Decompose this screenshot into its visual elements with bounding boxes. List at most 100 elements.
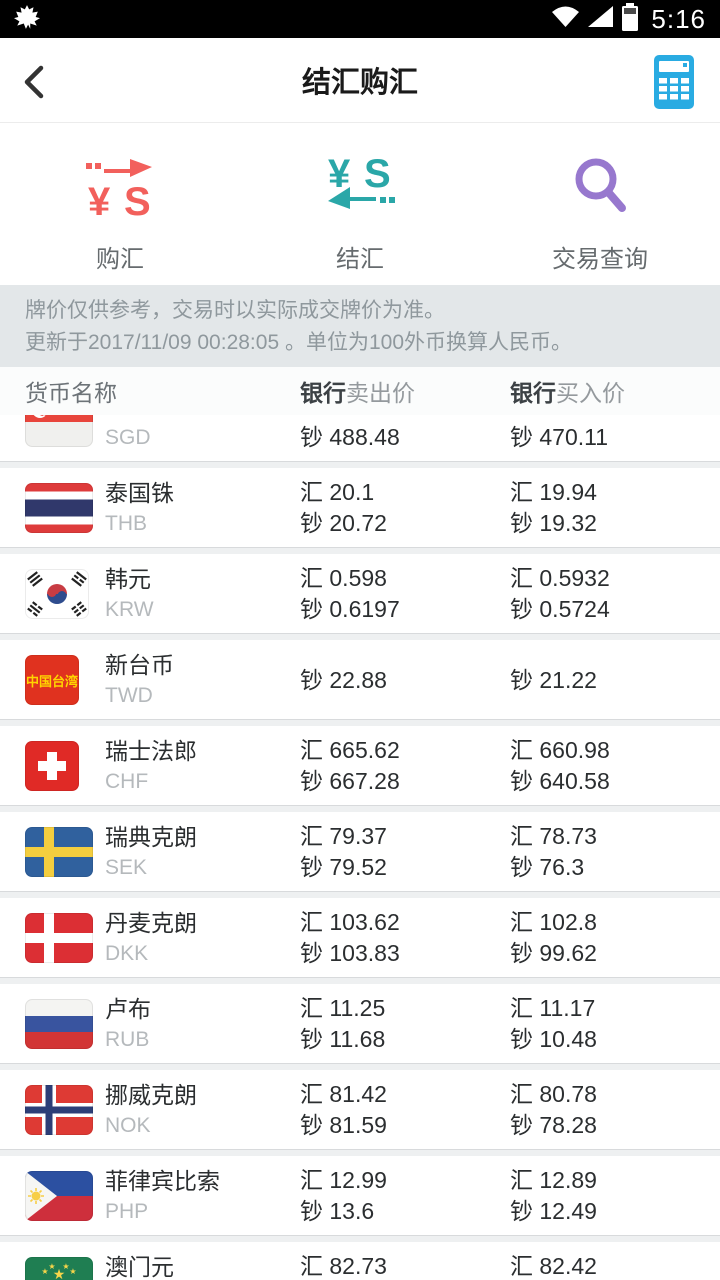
currency-code: NOK bbox=[105, 1114, 151, 1137]
rate-line: 汇 102.8 bbox=[510, 909, 597, 935]
currency-flag-icon bbox=[25, 483, 93, 533]
tab-transaction-search[interactable]: 交易查询 bbox=[480, 123, 720, 285]
currency-flag-icon bbox=[25, 913, 93, 963]
back-button[interactable] bbox=[14, 62, 54, 102]
currency-flag-icon bbox=[25, 569, 93, 619]
currency-flag-icon: ★ ★ ★ ★ ★ bbox=[25, 1257, 93, 1280]
currency-code: KRW bbox=[105, 598, 154, 621]
rate-line: 钞 470.11 bbox=[510, 424, 609, 450]
bank-buy-price: 汇 12.89 钞 12.49 bbox=[510, 1156, 720, 1235]
rate-line: 钞 0.5724 bbox=[510, 596, 610, 622]
currency-code: CHF bbox=[105, 770, 149, 793]
currency-name: 泰国铢 bbox=[105, 480, 174, 506]
bank-sell-price: 汇 103.62 钞 103.83 bbox=[300, 898, 510, 977]
rate-line: 汇 660.98 bbox=[510, 737, 610, 763]
bank-buy-price: 汇 78.73 钞 76.3 bbox=[510, 812, 720, 891]
calculator-button[interactable] bbox=[650, 54, 698, 110]
bank-buy-price: 汇 19.94 钞 19.32 bbox=[510, 468, 720, 547]
page-title: 结汇购汇 bbox=[301, 67, 418, 99]
buy-fx-icon: ¥ S bbox=[82, 147, 158, 227]
svg-text:★: ★ bbox=[48, 1262, 55, 1271]
currency-flag-icon bbox=[25, 827, 93, 877]
currency-row[interactable]: 瑞士法郎 CHF 汇 665.62 钞 667.28 汇 660.98 钞 640.… bbox=[0, 726, 720, 806]
rate-line: 钞 81.59 bbox=[300, 1112, 387, 1138]
currency-name: 卢布 bbox=[105, 996, 151, 1022]
svg-text:★: ★ bbox=[41, 1267, 48, 1276]
currency-name: 瑞士法郎 bbox=[105, 738, 197, 764]
bank-buy-price: 汇 660.98 钞 640.58 bbox=[510, 726, 720, 805]
table-header: 货币名称 银行卖出价 银行买入价 bbox=[0, 367, 720, 415]
currency-row[interactable]: 韩元 KRW 汇 0.598 钞 0.6197 汇 0.5932 钞 0.5724 bbox=[0, 554, 720, 634]
currency-name: 瑞典克朗 bbox=[105, 824, 197, 850]
rate-line: 汇 82.73 bbox=[300, 1253, 387, 1279]
bank-sell-price: 汇 665.62 钞 667.28 bbox=[300, 726, 510, 805]
rate-line: 钞 22.88 bbox=[300, 666, 387, 693]
rate-line: 汇 0.5932 bbox=[510, 565, 610, 591]
currency-rate-list[interactable]: SGD 钞 488.48 钞 470.11 泰国铢 THB 汇 20.1 钞 20… bbox=[0, 415, 720, 1280]
notice-line-1: 牌价仅供参考，交易时以实际成交牌价为准。 bbox=[25, 299, 445, 322]
bank-sell-price: 汇 81.42 钞 81.59 bbox=[300, 1070, 510, 1149]
tab-settle-fx[interactable]: ¥ S 结汇 bbox=[240, 123, 480, 285]
currency-name: 挪威克朗 bbox=[105, 1082, 197, 1108]
svg-text:★: ★ bbox=[62, 1262, 69, 1271]
currency-flag-icon bbox=[25, 415, 93, 447]
currency-row[interactable]: 丹麦克朗 DKK 汇 103.62 钞 103.83 汇 102.8 钞 99.62 bbox=[0, 898, 720, 978]
rate-line: 钞 13.6 bbox=[300, 1198, 375, 1224]
action-tabs: ¥ S 购汇 ¥ S 结汇 bbox=[0, 123, 720, 285]
rate-line: 钞 76.3 bbox=[510, 854, 585, 880]
tab-buy-fx-label: 购汇 bbox=[96, 246, 144, 273]
currency-flag-icon bbox=[25, 741, 93, 791]
rate-line: 钞 21.22 bbox=[510, 666, 597, 693]
cell-signal-icon bbox=[588, 6, 614, 32]
currency-row[interactable]: 中国台湾 新台币 TWD 钞 22.88 钞 21.22 bbox=[0, 640, 720, 720]
clock-time: 5:16 bbox=[651, 3, 706, 34]
notice-line-2: 更新于2017/11/09 00:28:05 。单位为100外币换算人民币。 bbox=[25, 331, 572, 354]
tab-buy-fx[interactable]: ¥ S 购汇 bbox=[0, 123, 240, 285]
column-header-currency: 货币名称 bbox=[25, 380, 117, 406]
transaction-search-icon bbox=[564, 147, 636, 227]
currency-row[interactable]: SGD 钞 488.48 钞 470.11 bbox=[0, 415, 720, 462]
rate-line bbox=[510, 415, 720, 422]
rate-line: 汇 80.78 bbox=[510, 1081, 597, 1107]
currency-row[interactable]: ★ ★ ★ ★ ★ 澳门元 汇 82.73 汇 82.42 bbox=[0, 1242, 720, 1280]
bank-buy-price: 汇 102.8 钞 99.62 bbox=[510, 898, 720, 977]
currency-row[interactable]: 瑞典克朗 SEK 汇 79.37 钞 79.52 汇 78.73 钞 76.3 bbox=[0, 812, 720, 892]
currency-row[interactable]: 挪威克朗 NOK 汇 81.42 钞 81.59 汇 80.78 钞 78.28 bbox=[0, 1070, 720, 1150]
tab-transaction-search-label: 交易查询 bbox=[552, 246, 648, 273]
rate-line: 汇 20.1 bbox=[300, 479, 375, 505]
currency-code: SEK bbox=[105, 856, 148, 879]
maple-leaf-notification-icon bbox=[14, 4, 40, 35]
rate-line: 汇 12.99 bbox=[300, 1167, 387, 1193]
currency-name bbox=[105, 415, 300, 423]
svg-text:¥: ¥ bbox=[328, 152, 351, 196]
bank-sell-price: 钞 488.48 bbox=[300, 415, 510, 461]
currency-row[interactable]: 泰国铢 THB 汇 20.1 钞 20.72 汇 19.94 钞 19.32 bbox=[0, 468, 720, 548]
currency-code: TWD bbox=[105, 684, 153, 707]
rate-line: 钞 79.52 bbox=[300, 854, 387, 880]
rate-line: 钞 0.6197 bbox=[300, 596, 400, 622]
svg-text:¥: ¥ bbox=[88, 180, 111, 223]
wifi-icon bbox=[552, 6, 580, 32]
currency-row[interactable]: 卢布 RUB 汇 11.25 钞 11.68 汇 11.17 钞 10.48 bbox=[0, 984, 720, 1064]
currency-name: 新台币 bbox=[105, 652, 174, 678]
currency-code: DKK bbox=[105, 942, 149, 965]
rate-line: 钞 488.48 bbox=[300, 424, 400, 450]
svg-text:S: S bbox=[124, 180, 151, 223]
bank-sell-price: 汇 0.598 钞 0.6197 bbox=[300, 554, 510, 633]
rate-line: 汇 79.37 bbox=[300, 823, 387, 849]
rate-line: 汇 11.25 bbox=[300, 995, 386, 1021]
currency-name: 韩元 bbox=[105, 566, 151, 592]
currency-code: PHP bbox=[105, 1200, 149, 1223]
back-chevron-icon bbox=[24, 65, 44, 99]
rate-line: 钞 20.72 bbox=[300, 510, 387, 536]
currency-row[interactable]: 菲律宾比索 PHP 汇 12.99 钞 13.6 汇 12.89 钞 12.49 bbox=[0, 1156, 720, 1236]
bank-sell-price: 汇 82.73 bbox=[300, 1242, 510, 1280]
rate-line: 汇 665.62 bbox=[300, 737, 400, 763]
rate-line: 钞 11.68 bbox=[300, 1026, 386, 1052]
svg-text:★: ★ bbox=[53, 1266, 66, 1280]
bank-sell-price: 汇 20.1 钞 20.72 bbox=[300, 468, 510, 547]
settle-fx-icon: ¥ S bbox=[322, 147, 398, 227]
rate-line: 汇 19.94 bbox=[510, 479, 597, 505]
rate-line: 钞 99.62 bbox=[510, 940, 597, 966]
